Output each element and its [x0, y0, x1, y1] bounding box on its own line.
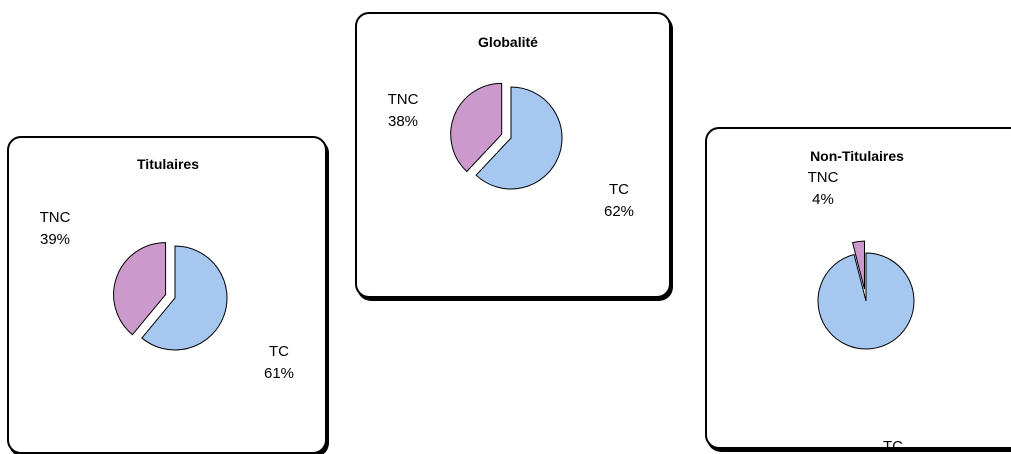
pie-slice-tc [475, 86, 563, 190]
pie-chart-svg: Non-Titulaires TNC 4% TC [808, 148, 915, 449]
chart-titulaires: Titulaires TNC 39% TC 61% [7, 136, 327, 454]
pie-slice-tnc [450, 82, 503, 173]
slice-value-label: 4% [812, 191, 834, 208]
pie-slice-tnc [851, 240, 865, 290]
pie-slice-tc [141, 245, 228, 351]
slice-value-label: 38% [388, 113, 418, 130]
chart-title: Globalité [478, 34, 538, 50]
pie-slice-tnc [113, 242, 167, 336]
slice-value-label: 61% [264, 365, 294, 382]
chart-non-titulaires: Non-Titulaires TNC 4% TC [705, 127, 1011, 449]
chart-title: Non-Titulaires [810, 148, 904, 164]
chart-globalite: Globalité TNC 38% TC 62% [355, 12, 671, 298]
slice-value-label: 62% [604, 203, 634, 220]
slice-name-label: TC [883, 438, 903, 449]
pie-chart-svg: Titulaires TNC 39% TC 61% [40, 156, 294, 382]
slice-name-label: TNC [388, 91, 419, 108]
slice-name-label: TC [269, 343, 289, 360]
chart-title: Titulaires [137, 156, 199, 172]
pie-chart-svg: Globalité TNC 38% TC 62% [388, 34, 634, 220]
pie-slice-tc [817, 252, 915, 350]
slice-name-label: TNC [40, 209, 71, 226]
slice-name-label: TC [609, 181, 629, 198]
slice-value-label: 39% [40, 231, 70, 248]
slice-name-label: TNC [808, 169, 839, 186]
